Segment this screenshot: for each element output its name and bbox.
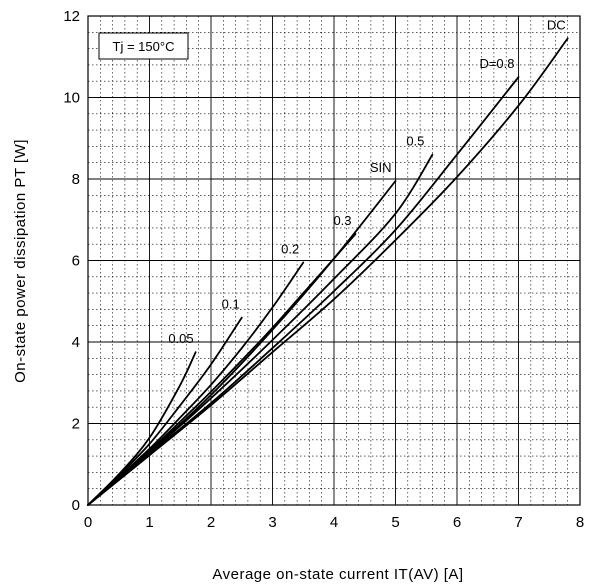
curve-labels: 0.05 0.1 0.2 0.3 SIN 0.5 D=0.8 DC [168, 17, 565, 346]
series-label: 0.1 [222, 297, 240, 312]
series-line-0-5 [87, 153, 434, 506]
series-label: DC [547, 17, 566, 32]
x-tick-label: 6 [453, 514, 461, 531]
series-label: D=0.8 [479, 56, 514, 71]
grid [88, 16, 580, 505]
series-label: 0.05 [168, 331, 193, 346]
x-tick-label: 0 [84, 514, 92, 531]
x-tick-label: 4 [330, 514, 338, 531]
series-line-d-0-8 [87, 76, 520, 506]
series-line-0-2 [87, 261, 305, 506]
y-axis-title: On-state power dissipation PT [W] [12, 139, 29, 383]
y-tick-label: 4 [72, 334, 80, 351]
x-tick-label: 5 [391, 514, 399, 531]
series-label: 0.2 [281, 242, 299, 257]
y-tick-label: 8 [72, 171, 80, 188]
x-tick-label: 3 [268, 514, 276, 531]
y-tick-label: 12 [63, 8, 80, 25]
curves [87, 37, 569, 506]
x-tick-label: 8 [576, 514, 584, 531]
condition-box: Tj = 150°C [98, 32, 189, 60]
x-axis-title: Average on-state current IT(AV) [A] [212, 566, 463, 583]
x-tick-label: 1 [145, 514, 153, 531]
y-tick-label: 2 [72, 416, 80, 433]
plot-frame [87, 15, 581, 506]
series-line-0-1 [87, 316, 243, 506]
series-label: 0.3 [333, 213, 351, 228]
y-tick-label: 0 [72, 497, 80, 514]
x-tick-label: 2 [207, 514, 215, 531]
condition-label: Tj = 150°C [113, 39, 175, 54]
y-tick-label: 10 [63, 90, 80, 107]
series-line-dc [87, 37, 569, 506]
y-tick-label: 6 [72, 253, 80, 270]
x-tick-label: 7 [514, 514, 522, 531]
series-label: SIN [370, 160, 392, 175]
series-label: 0.5 [406, 134, 424, 149]
